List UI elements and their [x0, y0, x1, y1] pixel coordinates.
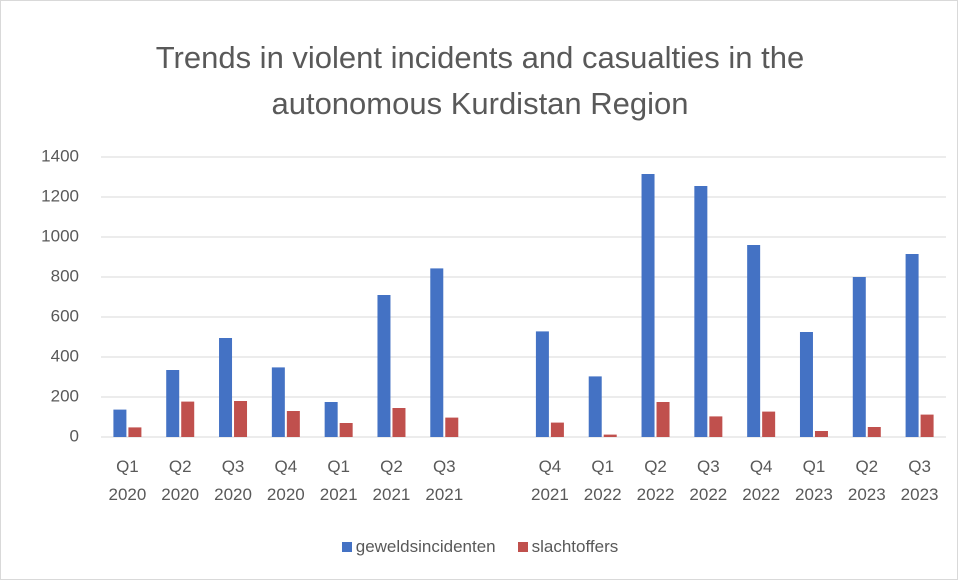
bar: [814, 431, 828, 437]
x-tick-label: Q3 2021: [425, 457, 464, 504]
bar: [219, 338, 233, 437]
x-tick-label: Q4 2020: [266, 457, 305, 504]
legend-item: slachtoffers: [517, 537, 619, 557]
bar: [445, 417, 459, 437]
legend-label: slachtoffers: [531, 537, 619, 556]
bar: [113, 409, 127, 437]
x-tick-label: Q2 2021: [372, 457, 411, 504]
bar: [852, 277, 866, 437]
bar: [920, 414, 934, 437]
bar: [709, 416, 723, 437]
legend-swatch: [517, 542, 528, 552]
bar: [339, 423, 353, 437]
bar: [430, 268, 444, 437]
x-tick-label: Q1 2021: [319, 457, 358, 504]
y-tick-label: 400: [51, 346, 79, 365]
bar: [166, 370, 180, 437]
y-tick-label: 1000: [41, 226, 79, 245]
bar: [762, 411, 776, 437]
bar: [271, 367, 285, 437]
bar: [747, 245, 761, 437]
legend-item: geweldsincidenten: [341, 537, 496, 557]
bar: [588, 376, 602, 437]
y-tick-label: 0: [70, 426, 79, 445]
bar: [694, 186, 708, 437]
bar: [324, 402, 338, 437]
chart-title: Trends in violent incidents and casualti…: [155, 40, 805, 121]
y-tick-label: 200: [51, 386, 79, 405]
y-tick-label: 600: [51, 306, 79, 325]
x-tick-label: Q3 2022: [689, 457, 728, 504]
x-tick-label: Q1 2020: [108, 457, 147, 504]
bar: [234, 401, 248, 437]
bar: [799, 332, 813, 437]
legend: geweldsincidenten slachtoffers: [1, 537, 957, 557]
bar: [535, 331, 549, 437]
bar: [603, 434, 617, 437]
bar: [550, 422, 564, 437]
x-tick-label: Q1 2023: [795, 457, 833, 504]
bar: [392, 408, 406, 437]
bar: [128, 427, 142, 437]
legend-label: geweldsincidenten: [355, 537, 496, 556]
x-tick-label: Q4 2021: [530, 457, 569, 504]
x-tick-label: Q2 2023: [847, 457, 886, 504]
bar: [181, 401, 195, 437]
y-tick-label: 1200: [41, 186, 79, 205]
x-tick-label: Q2 2022: [636, 457, 675, 504]
y-tick-label: 800: [51, 266, 79, 285]
bar: [656, 402, 670, 437]
legend-swatch: [341, 542, 352, 552]
bar: [286, 411, 300, 437]
x-tick-label: Q3 2020: [214, 457, 252, 504]
bar: [867, 427, 881, 437]
x-tick-label: Q3 2023: [900, 457, 939, 504]
y-tick-label: 1400: [41, 146, 79, 165]
bar: [377, 295, 391, 437]
x-tick-label: Q4 2022: [742, 457, 781, 504]
x-tick-label: Q2 2020: [161, 457, 200, 504]
x-tick-label: Q1 2022: [583, 457, 622, 504]
bar: [641, 174, 655, 437]
bar: [905, 254, 919, 437]
